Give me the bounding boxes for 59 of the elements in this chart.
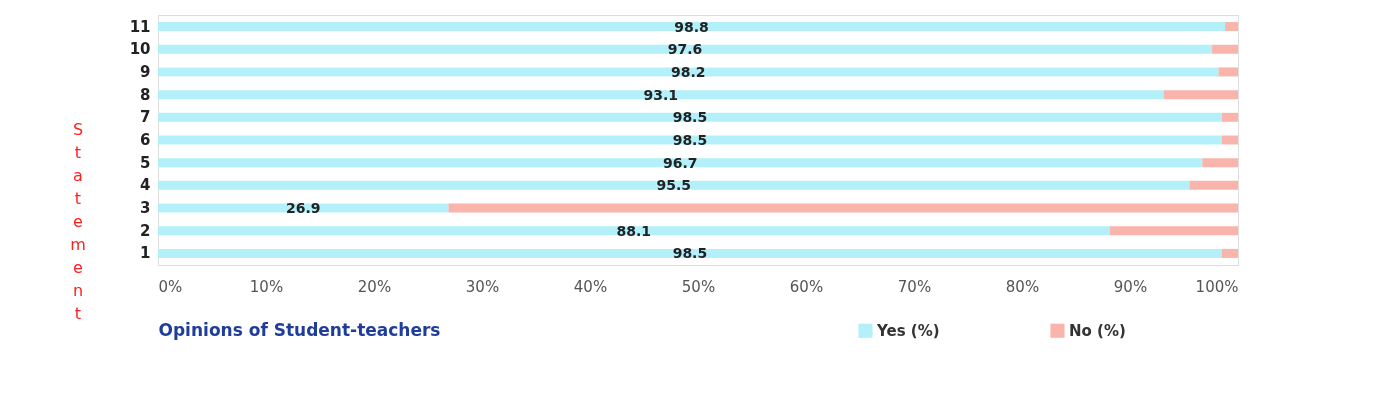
x-axis-title: Opinions of Student-teachers xyxy=(158,319,441,340)
x-tick-label: 90% xyxy=(1113,277,1148,296)
bar xyxy=(1202,158,1238,168)
data-label: 98.8 xyxy=(674,18,709,35)
bar xyxy=(158,248,1222,258)
x-tick-label: 0% xyxy=(158,277,183,296)
bar xyxy=(1221,112,1238,122)
data-label: 97.6 xyxy=(667,41,703,58)
bar xyxy=(158,226,1110,236)
bar xyxy=(1163,90,1238,100)
y-tick-label: 5 xyxy=(140,153,151,172)
data-label: 26.9 xyxy=(285,200,321,217)
data-label: 98.5 xyxy=(672,245,708,262)
bar xyxy=(1225,22,1238,32)
x-tick-label: 40% xyxy=(573,277,608,296)
x-tick-label: 70% xyxy=(897,277,932,296)
bar xyxy=(158,203,449,213)
y-tick-label: 4 xyxy=(140,176,151,195)
x-tick-label: 80% xyxy=(1005,277,1040,296)
bar xyxy=(158,90,1164,100)
y-tick-label: 6 xyxy=(140,131,151,149)
bar xyxy=(1109,226,1238,236)
bar xyxy=(1221,248,1238,258)
bar xyxy=(1218,67,1238,77)
y-tick-label: 8 xyxy=(140,85,151,104)
bar xyxy=(158,67,1219,77)
x-tick-label: 60% xyxy=(789,277,824,296)
data-label: 95.5 xyxy=(656,177,691,194)
bar xyxy=(158,112,1222,122)
bar xyxy=(1221,135,1238,145)
y-tick-label: 1 xyxy=(140,244,151,263)
y-tick-label: 9 xyxy=(140,62,151,81)
data-label: 98.2 xyxy=(671,63,706,80)
text: Statement xyxy=(70,120,86,323)
bar xyxy=(158,180,1190,190)
data-label: 98.5 xyxy=(672,132,708,148)
x-tick-label: 10% xyxy=(249,277,284,296)
legend-label: No (%) xyxy=(1069,321,1126,340)
bar xyxy=(158,135,1222,145)
y-tick-label: 11 xyxy=(129,17,151,36)
bar xyxy=(158,44,1213,54)
bar xyxy=(448,203,1238,213)
y-tick-label: 3 xyxy=(140,199,151,218)
data-label: 88.1 xyxy=(616,222,652,239)
x-tick-label: 50% xyxy=(681,277,716,296)
x-tick-label: 100% xyxy=(1195,277,1239,296)
y-tick-label: 10 xyxy=(129,40,151,59)
y-tick-label: 2 xyxy=(140,221,151,240)
data-label: 93.1 xyxy=(643,86,679,103)
data-label: 96.7 xyxy=(662,154,698,171)
bar xyxy=(1189,180,1238,190)
bar xyxy=(1212,44,1238,54)
x-tick-label: 20% xyxy=(357,277,392,296)
bar xyxy=(158,22,1226,32)
y-tick-label: 7 xyxy=(140,108,151,127)
legend-label: Yes (%) xyxy=(876,321,940,340)
x-tick-label: 30% xyxy=(465,277,500,296)
data-label: 98.5 xyxy=(672,109,708,126)
bar xyxy=(158,158,1203,168)
